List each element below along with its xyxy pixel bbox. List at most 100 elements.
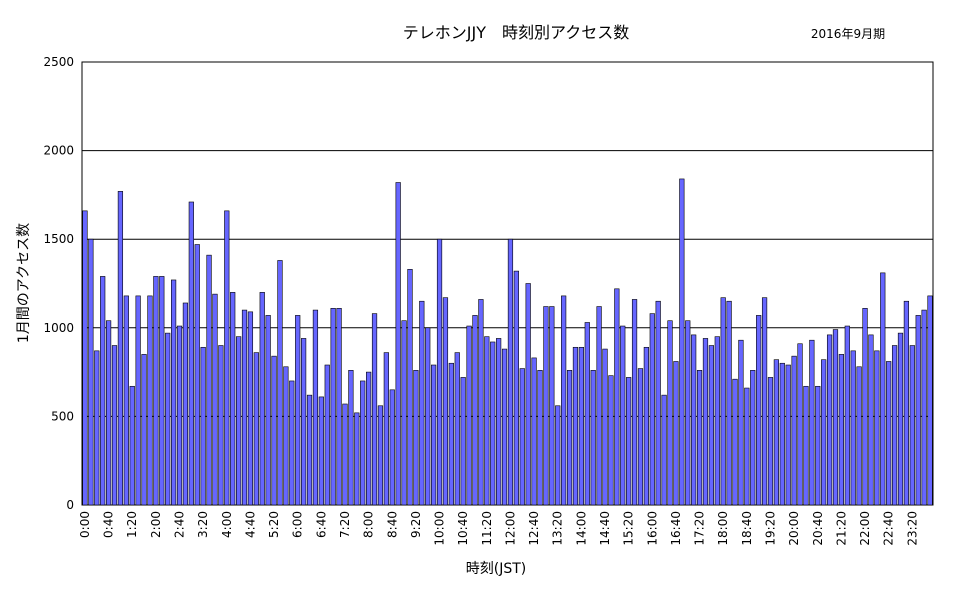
bar [708, 345, 714, 506]
bar [312, 309, 319, 506]
y-tick-label: 500 [51, 409, 74, 423]
bar [909, 345, 915, 506]
bar [236, 336, 242, 506]
bar [561, 295, 567, 506]
bar [856, 366, 862, 506]
bar [779, 362, 785, 506]
bar [241, 309, 248, 506]
bar [360, 380, 366, 506]
bar [584, 322, 590, 506]
bar [395, 182, 401, 506]
x-tick-label: 11:20 [480, 511, 494, 546]
bar [200, 346, 206, 506]
chart-period: 2016年9月期 [811, 27, 885, 41]
bar [732, 378, 738, 506]
bar [466, 325, 472, 506]
bar [383, 352, 389, 506]
bar [448, 362, 454, 506]
bar [738, 339, 744, 506]
bar [436, 238, 443, 506]
bar [767, 377, 774, 506]
bar [590, 370, 596, 506]
y-axis-label: 1月間のアクセス数 [16, 223, 32, 343]
x-tick-label: 3:20 [196, 511, 210, 538]
bar [626, 377, 632, 506]
x-tick-label: 16:40 [669, 511, 683, 546]
bar [673, 361, 679, 506]
bar [230, 292, 236, 506]
x-tick-label: 4:40 [243, 511, 257, 538]
x-tick-label: 2:00 [149, 511, 163, 538]
bar [413, 370, 419, 506]
x-tick-label: 1:20 [125, 511, 139, 538]
x-tick-label: 0:00 [78, 511, 92, 538]
bar [886, 361, 892, 506]
bar [371, 313, 378, 506]
bar [153, 276, 159, 506]
bar [850, 350, 856, 506]
bar [874, 350, 880, 506]
bar [868, 334, 874, 506]
y-tick-label: 2500 [43, 55, 74, 69]
bar [921, 309, 927, 506]
bar [761, 297, 768, 506]
bar [419, 300, 425, 506]
x-tick-label: 13:20 [551, 511, 565, 546]
x-axis-label: 時刻(JST) [466, 561, 527, 577]
bar [797, 343, 803, 506]
bar [454, 352, 460, 506]
bar [903, 300, 910, 506]
bar [490, 341, 496, 506]
bar [206, 254, 212, 506]
x-tick-label: 14:00 [574, 511, 588, 546]
bar [176, 325, 183, 506]
x-tick-label: 6:00 [291, 511, 305, 538]
bar [194, 244, 200, 506]
bar [714, 336, 720, 506]
bar [289, 380, 295, 506]
chart-title: テレホンJJY 時刻別アクセス数 [403, 23, 629, 42]
bar [821, 359, 827, 506]
bar [537, 370, 543, 506]
y-tick-label: 1500 [43, 232, 74, 246]
x-tick-label: 22:00 [858, 511, 872, 546]
bar [655, 300, 661, 506]
bar [531, 357, 537, 506]
bar [891, 345, 898, 506]
bar [815, 385, 821, 506]
bar [389, 389, 395, 506]
bar [306, 394, 313, 506]
bar [354, 412, 360, 506]
x-tick-label: 7:20 [338, 511, 352, 538]
x-tick-label: 19:20 [763, 511, 777, 546]
x-tick-label: 16:00 [645, 511, 659, 546]
x-tick-label: 22:40 [882, 511, 896, 546]
x-tick-label: 18:40 [740, 511, 754, 546]
bar [785, 364, 791, 506]
bar [94, 350, 100, 506]
bar [549, 306, 555, 506]
bar [602, 348, 608, 506]
bar [265, 315, 271, 506]
bar [401, 320, 407, 506]
x-tick-label: 12:40 [527, 511, 541, 546]
bar [88, 238, 94, 506]
bar [691, 334, 697, 506]
bar [425, 327, 431, 506]
bar [862, 308, 868, 506]
x-tick-label: 20:40 [811, 511, 825, 546]
x-tick-label: 0:40 [102, 511, 116, 538]
bar [572, 346, 579, 506]
bar [726, 300, 732, 506]
bar [643, 346, 649, 506]
bar [702, 338, 709, 506]
bar [348, 370, 354, 506]
bar [620, 325, 626, 506]
y-tick-label: 0 [66, 498, 74, 512]
bar [496, 338, 502, 506]
bar [111, 345, 118, 506]
bar [330, 308, 336, 506]
x-tick-label: 9:20 [409, 511, 423, 538]
bar [117, 191, 124, 506]
bars [82, 178, 933, 506]
